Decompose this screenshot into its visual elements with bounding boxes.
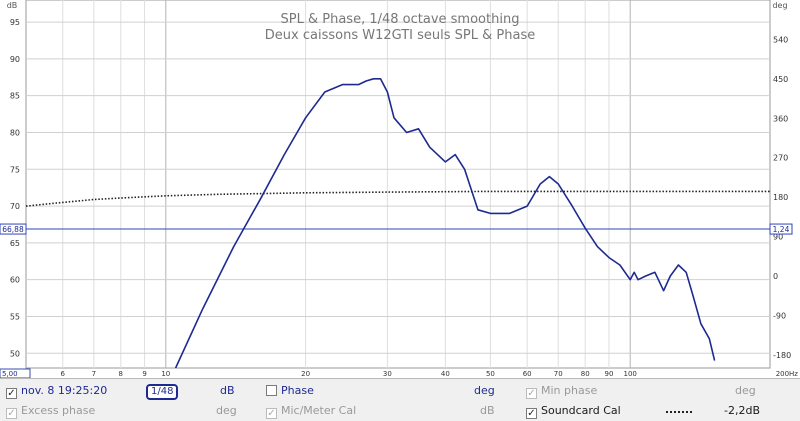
y-left-tick-label: 55 — [10, 312, 20, 321]
phase-item[interactable]: Phase — [266, 384, 314, 400]
spl-phase-chart: 5,00 6 7 8 9 10 20 30 40 50 60 70 80 90 100 200Hz 50 55 60… — [0, 0, 798, 378]
x-tick-label: 20 — [301, 370, 310, 378]
y-left-tick-label: 75 — [10, 165, 20, 174]
soundcard-line-swatch — [666, 411, 692, 413]
y-right-tick-label: 450 — [773, 75, 788, 84]
y-left-tick-label: 90 — [10, 55, 20, 64]
y-left-tick-label: 65 — [10, 239, 20, 248]
y-right-tick-label: 270 — [773, 154, 788, 163]
x-tick-label: 80 — [581, 370, 590, 378]
y-right-tick-label: 180 — [773, 193, 788, 202]
phase-checkbox[interactable] — [266, 385, 277, 396]
y-right-tick-label: -180 — [773, 351, 791, 360]
legend-panel: ✓ nov. 8 19:25:20 1/48 dB Phase deg ✓ Min … — [0, 378, 800, 421]
spl-curve — [174, 78, 716, 369]
x-tick-label: 7 — [92, 370, 96, 378]
x-start-box — [0, 368, 31, 378]
soundcard-value: -2,2dB — [724, 404, 760, 417]
smoothing-item[interactable]: 1/48 — [140, 384, 179, 400]
phase-label: Phase — [281, 384, 314, 397]
min-phase-unit: deg — [735, 384, 756, 397]
y-right-tick-label: 90 — [773, 233, 783, 242]
mic-cal-label: Mic/Meter Cal — [281, 404, 357, 417]
measurement-checkbox[interactable]: ✓ — [6, 388, 17, 399]
x-tick-label: 40 — [441, 370, 450, 378]
x-tick-label: 100 — [624, 370, 637, 378]
y-left-tick-label: 80 — [10, 128, 20, 137]
y-right-tick-label: -90 — [773, 311, 786, 320]
cursor-right-box — [769, 223, 793, 235]
plot-area — [25, 0, 771, 369]
min-phase-checkbox[interactable]: ✓ — [526, 388, 537, 399]
min-phase-item[interactable]: ✓ Min phase — [526, 384, 597, 400]
y-right-tick-label: 0 — [773, 272, 778, 281]
x-tick-label: 200Hz — [776, 370, 799, 378]
measurement-item[interactable]: ✓ nov. 8 19:25:20 — [6, 384, 107, 400]
cursor-left-box — [0, 223, 27, 235]
y-right-tick-label: 540 — [773, 35, 788, 44]
spl-unit: dB — [220, 384, 235, 397]
cursor-left-label: 66,88 — [2, 225, 24, 234]
mic-cal-unit: dB — [480, 404, 495, 417]
y-left-tick-label: 60 — [10, 276, 20, 285]
min-phase-label: Min phase — [541, 384, 598, 397]
x-tick-label: 6 — [61, 370, 66, 378]
excess-phase-item[interactable]: ✓ Excess phase — [6, 404, 95, 420]
chart-axes: 5,00 6 7 8 9 10 20 30 40 50 60 70 80 90 100 200Hz 50 55 60… — [0, 18, 798, 378]
legend-row-1: ✓ nov. 8 19:25:20 1/48 dB Phase deg ✓ Min … — [0, 381, 800, 401]
y-right-tick-label: 360 — [773, 114, 788, 123]
x-tick-label: 9 — [142, 370, 146, 378]
y-left-tick-label: 70 — [10, 202, 20, 211]
x-tick-label: 60 — [523, 370, 532, 378]
measurement-label: nov. 8 19:25:20 — [21, 384, 108, 397]
x-tick-label: 8 — [119, 370, 123, 378]
y-left-tick-label: 85 — [10, 92, 20, 101]
excess-phase-unit: deg — [216, 404, 237, 417]
chart-title: SPL & Phase, 1/48 octave smoothing — [281, 12, 520, 27]
cursor-right-label: 1,24 — [773, 225, 790, 234]
left-axis-unit: dB — [7, 1, 18, 10]
x-tick-label: 5,00 — [2, 370, 18, 378]
mic-cal-checkbox[interactable]: ✓ — [266, 408, 277, 419]
x-tick-label: 70 — [554, 370, 563, 378]
legend-row-2: ✓ Excess phase deg ✓ Mic/Meter Cal dB ✓ Sou… — [0, 401, 800, 421]
x-tick-label: 30 — [383, 370, 392, 378]
y-left-tick-label: 95 — [10, 18, 20, 27]
phase-unit: deg — [474, 384, 495, 397]
soundcard-cal-checkbox[interactable]: ✓ — [526, 408, 537, 419]
right-axis-unit: deg — [772, 1, 787, 10]
chart-subtitle: Deux caissons W12GTI seuls SPL & Phase — [265, 28, 535, 43]
soundcard-cal-curve — [25, 190, 770, 207]
excess-phase-label: Excess phase — [21, 404, 96, 417]
excess-phase-checkbox[interactable]: ✓ — [6, 408, 17, 419]
mic-cal-item[interactable]: ✓ Mic/Meter Cal — [266, 404, 356, 420]
chart-curves — [25, 78, 770, 369]
soundcard-cal-item[interactable]: ✓ Soundcard Cal — [526, 404, 621, 420]
x-tick-label: 50 — [486, 370, 495, 378]
x-tick-label: 90 — [604, 370, 613, 378]
smoothing-selector[interactable]: 1/48 — [146, 384, 179, 400]
x-tick-label: 10 — [161, 370, 170, 378]
y-left-tick-label: 50 — [10, 349, 20, 358]
chart-grid — [25, 0, 771, 369]
soundcard-cal-label: Soundcard Cal — [541, 404, 621, 417]
